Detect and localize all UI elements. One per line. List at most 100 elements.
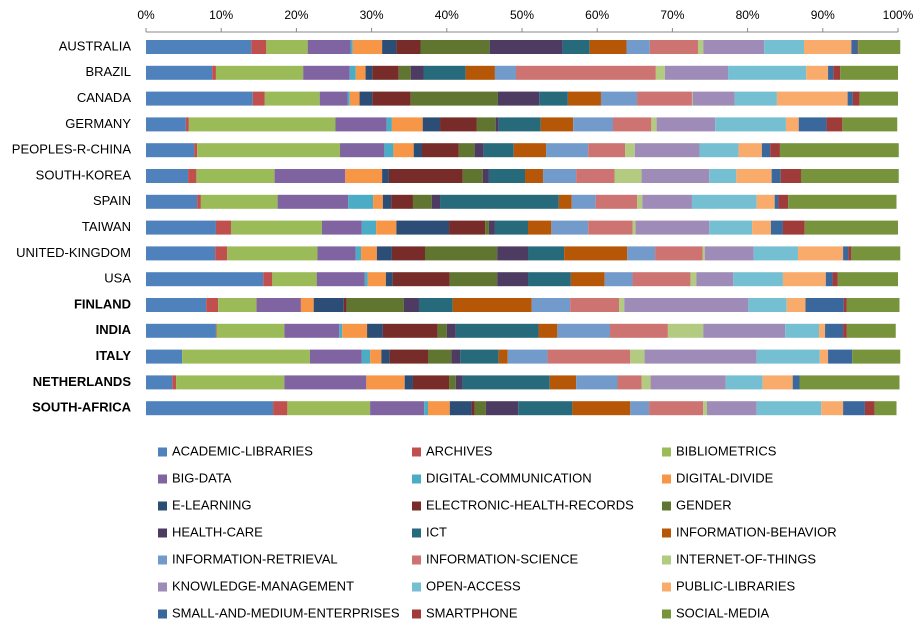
bar-segment [309, 349, 362, 364]
bar-segment [697, 40, 704, 54]
bar-segment [805, 298, 844, 312]
bar-segment [690, 272, 697, 287]
bar-segment [614, 169, 642, 183]
bar-segment [460, 349, 499, 364]
bar-segment [471, 401, 475, 416]
bar-segment [825, 272, 833, 287]
bar-segment [756, 349, 820, 364]
legend-swatch [662, 528, 671, 538]
bar-segment [738, 143, 762, 158]
bar-segment [449, 272, 498, 287]
bar-segment [215, 323, 217, 338]
bar-segment [637, 194, 643, 209]
legend-swatch [412, 609, 421, 619]
legend-swatch [158, 501, 167, 511]
bar-segment [382, 194, 392, 209]
bar-segment [474, 401, 486, 416]
bar-segment [313, 298, 344, 312]
bar-segment [617, 375, 642, 390]
bar-segment [366, 375, 405, 390]
bar-segment [300, 298, 314, 312]
bar-segment [319, 91, 348, 106]
bar-segment [833, 65, 841, 80]
bar-segment [146, 194, 198, 209]
bar-segment [488, 220, 495, 235]
legend-swatch [412, 555, 421, 565]
bar-segment [391, 117, 423, 132]
bar-segment [819, 323, 826, 338]
bar-segment [196, 169, 275, 183]
bar-segment [734, 91, 777, 106]
bar-segment [546, 143, 589, 158]
bar-segment [874, 401, 897, 416]
bar-segment [146, 272, 264, 287]
bar-segment [828, 65, 834, 80]
bar-segment [798, 117, 827, 132]
legend-label: INFORMATION-BEHAVIOR [676, 524, 837, 539]
bar-segment [489, 40, 563, 54]
bar-segment [543, 169, 577, 183]
bar-segment [146, 401, 274, 416]
bar-segment [200, 194, 278, 209]
legend-swatch [662, 609, 671, 619]
bar-segment [651, 117, 657, 132]
bar-segment [349, 65, 356, 80]
bar-segment [497, 272, 529, 287]
legend-label: INFORMATION-RETRIEVAL [172, 551, 338, 566]
bar-segment [385, 272, 393, 287]
legend-label: DIGITAL-COMMUNICATION [426, 470, 592, 485]
bar-segment [376, 246, 392, 261]
bar-segment [770, 143, 780, 158]
legend-label: ARCHIVES [426, 443, 493, 458]
bar-segment [347, 91, 350, 106]
bar-segment [570, 298, 620, 312]
x-tick-label: 10% [209, 8, 233, 22]
bar-segment [859, 91, 898, 106]
bar-segment [624, 298, 749, 312]
bar-segment [410, 65, 424, 80]
bar-segment [361, 349, 371, 364]
bar-segment [230, 220, 322, 235]
bar-segment [277, 194, 349, 209]
bar-segment [635, 220, 710, 235]
bar-segment [146, 375, 173, 390]
bar-segment [251, 40, 267, 54]
bar-segment [600, 91, 638, 106]
bar-segment [525, 169, 544, 183]
bar-segment [513, 143, 547, 158]
bar-segment [846, 298, 900, 312]
bar-segment [641, 375, 651, 390]
bar-segment [307, 40, 351, 54]
bar-segment [528, 272, 571, 287]
bar-segment [218, 298, 257, 312]
legend-label: OPEN-ACCESS [426, 578, 521, 593]
bar-segment [691, 91, 693, 106]
bar-segment [627, 246, 656, 261]
bar-segment [843, 323, 847, 338]
bar-segment [494, 65, 516, 80]
bar-segment [715, 117, 786, 132]
bar-segment [825, 323, 844, 338]
legend-label: E-LEARNING [172, 497, 251, 512]
bar-segment [788, 194, 897, 209]
bar-segment [840, 65, 898, 80]
bar-segment [349, 91, 360, 106]
y-tick-label: GERMANY [65, 116, 131, 131]
bar-segment [410, 91, 498, 106]
bar-segment [346, 298, 404, 312]
bar-segment [538, 323, 558, 338]
bar-segment [634, 143, 700, 158]
bar-segment [372, 91, 411, 106]
bar-segment [188, 169, 197, 183]
bar-segment [547, 349, 631, 364]
bar-segment [507, 349, 548, 364]
bar-segment [361, 246, 377, 261]
y-tick-label: ITALY [96, 348, 132, 363]
bar-segment [287, 401, 371, 416]
bar-segment [626, 40, 650, 54]
bar-segment [424, 246, 498, 261]
bar-segment [364, 272, 368, 287]
bar-segment [625, 143, 635, 158]
legend-label: SOCIAL-MEDIA [676, 605, 770, 620]
